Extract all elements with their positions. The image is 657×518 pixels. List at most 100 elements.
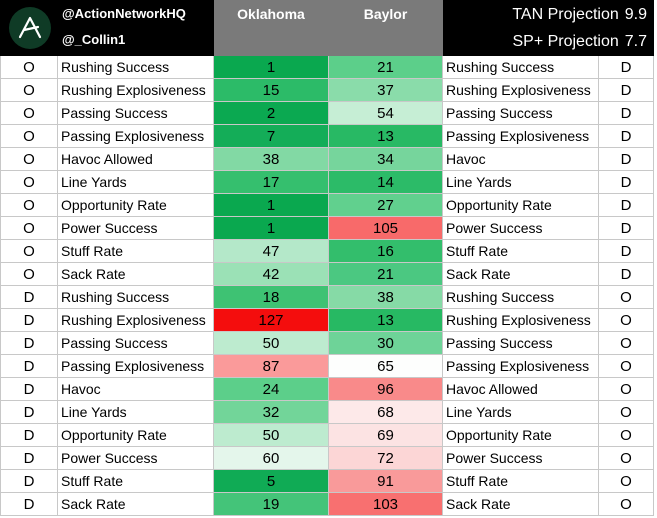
team-a-rank-cell[interactable]: 15	[213, 78, 329, 102]
team-b-rank-cell[interactable]: 69	[328, 423, 443, 447]
a-stat-cell[interactable]: Rushing Explosiveness	[57, 78, 214, 102]
a-side-cell[interactable]: D	[0, 423, 58, 447]
b-stat-cell[interactable]: Sack Rate	[442, 492, 599, 516]
a-stat-cell[interactable]: Stuff Rate	[57, 469, 214, 493]
team-a-rank-cell[interactable]: 47	[213, 239, 329, 263]
b-side-cell[interactable]: O	[598, 446, 654, 470]
a-side-cell[interactable]: D	[0, 492, 58, 516]
team-a-rank-cell[interactable]: 1	[213, 193, 329, 217]
team-b-rank-cell[interactable]: 21	[328, 55, 443, 79]
b-side-cell[interactable]: D	[598, 147, 654, 171]
b-stat-cell[interactable]: Passing Success	[442, 101, 599, 125]
a-side-cell[interactable]: D	[0, 354, 58, 378]
a-side-cell[interactable]: O	[0, 239, 58, 263]
team-b-rank-cell[interactable]: 103	[328, 492, 443, 516]
b-stat-cell[interactable]: Power Success	[442, 216, 599, 240]
a-stat-cell[interactable]: Rushing Success	[57, 55, 214, 79]
a-stat-cell[interactable]: Power Success	[57, 216, 214, 240]
b-side-cell[interactable]: D	[598, 216, 654, 240]
team-b-rank-cell[interactable]: 38	[328, 285, 443, 309]
team-b-rank-cell[interactable]: 21	[328, 262, 443, 286]
team-b-rank-cell[interactable]: 65	[328, 354, 443, 378]
a-stat-cell[interactable]: Passing Success	[57, 331, 214, 355]
a-side-cell[interactable]: D	[0, 331, 58, 355]
b-side-cell[interactable]: O	[598, 377, 654, 401]
b-stat-cell[interactable]: Line Yards	[442, 170, 599, 194]
a-stat-cell[interactable]: Passing Explosiveness	[57, 354, 214, 378]
team-a-rank-cell[interactable]: 87	[213, 354, 329, 378]
team-a-rank-cell[interactable]: 5	[213, 469, 329, 493]
team-a-rank-cell[interactable]: 19	[213, 492, 329, 516]
a-stat-cell[interactable]: Rushing Explosiveness	[57, 308, 214, 332]
a-stat-cell[interactable]: Line Yards	[57, 400, 214, 424]
a-stat-cell[interactable]: Havoc Allowed	[57, 147, 214, 171]
team-b-rank-cell[interactable]: 105	[328, 216, 443, 240]
team-b-rank-cell[interactable]: 91	[328, 469, 443, 493]
team-b-rank-cell[interactable]: 13	[328, 124, 443, 148]
b-side-cell[interactable]: O	[598, 331, 654, 355]
a-side-cell[interactable]: O	[0, 216, 58, 240]
b-stat-cell[interactable]: Stuff Rate	[442, 239, 599, 263]
b-stat-cell[interactable]: Rushing Success	[442, 55, 599, 79]
a-side-cell[interactable]: O	[0, 55, 58, 79]
team-b-rank-cell[interactable]: 30	[328, 331, 443, 355]
b-side-cell[interactable]: O	[598, 400, 654, 424]
b-side-cell[interactable]: D	[598, 239, 654, 263]
a-side-cell[interactable]: O	[0, 193, 58, 217]
b-stat-cell[interactable]: Passing Explosiveness	[442, 354, 599, 378]
a-stat-cell[interactable]: Stuff Rate	[57, 239, 214, 263]
a-side-cell[interactable]: D	[0, 469, 58, 493]
b-side-cell[interactable]: O	[598, 285, 654, 309]
b-stat-cell[interactable]: Rushing Success	[442, 285, 599, 309]
a-stat-cell[interactable]: Havoc	[57, 377, 214, 401]
b-stat-cell[interactable]: Sack Rate	[442, 262, 599, 286]
team-b-rank-cell[interactable]: 72	[328, 446, 443, 470]
b-side-cell[interactable]: D	[598, 124, 654, 148]
team-a-rank-cell[interactable]: 7	[213, 124, 329, 148]
b-stat-cell[interactable]: Rushing Explosiveness	[442, 308, 599, 332]
b-side-cell[interactable]: D	[598, 193, 654, 217]
a-side-cell[interactable]: D	[0, 308, 58, 332]
a-side-cell[interactable]: O	[0, 147, 58, 171]
team-a-rank-cell[interactable]: 24	[213, 377, 329, 401]
a-stat-cell[interactable]: Power Success	[57, 446, 214, 470]
a-stat-cell[interactable]: Sack Rate	[57, 492, 214, 516]
team-a-rank-cell[interactable]: 38	[213, 147, 329, 171]
b-side-cell[interactable]: D	[598, 170, 654, 194]
a-stat-cell[interactable]: Opportunity Rate	[57, 423, 214, 447]
team-a-rank-cell[interactable]: 127	[213, 308, 329, 332]
a-side-cell[interactable]: D	[0, 400, 58, 424]
team-a-rank-cell[interactable]: 50	[213, 423, 329, 447]
b-stat-cell[interactable]: Opportunity Rate	[442, 193, 599, 217]
a-stat-cell[interactable]: Sack Rate	[57, 262, 214, 286]
a-side-cell[interactable]: D	[0, 446, 58, 470]
a-side-cell[interactable]: O	[0, 101, 58, 125]
b-side-cell[interactable]: D	[598, 55, 654, 79]
team-b-rank-cell[interactable]: 14	[328, 170, 443, 194]
team-b-rank-cell[interactable]: 37	[328, 78, 443, 102]
b-stat-cell[interactable]: Stuff Rate	[442, 469, 599, 493]
a-stat-cell[interactable]: Passing Success	[57, 101, 214, 125]
team-a-rank-cell[interactable]: 60	[213, 446, 329, 470]
b-stat-cell[interactable]: Passing Explosiveness	[442, 124, 599, 148]
b-stat-cell[interactable]: Line Yards	[442, 400, 599, 424]
b-stat-cell[interactable]: Passing Success	[442, 331, 599, 355]
b-side-cell[interactable]: D	[598, 101, 654, 125]
b-side-cell[interactable]: D	[598, 78, 654, 102]
a-side-cell[interactable]: O	[0, 262, 58, 286]
b-side-cell[interactable]: O	[598, 492, 654, 516]
team-a-rank-cell[interactable]: 1	[213, 216, 329, 240]
a-side-cell[interactable]: D	[0, 285, 58, 309]
b-side-cell[interactable]: O	[598, 354, 654, 378]
a-stat-cell[interactable]: Opportunity Rate	[57, 193, 214, 217]
b-side-cell[interactable]: D	[598, 262, 654, 286]
team-a-rank-cell[interactable]: 2	[213, 101, 329, 125]
team-b-rank-cell[interactable]: 68	[328, 400, 443, 424]
b-stat-cell[interactable]: Power Success	[442, 446, 599, 470]
team-b-rank-cell[interactable]: 27	[328, 193, 443, 217]
team-a-rank-cell[interactable]: 17	[213, 170, 329, 194]
a-side-cell[interactable]: O	[0, 78, 58, 102]
b-side-cell[interactable]: O	[598, 423, 654, 447]
team-a-rank-cell[interactable]: 18	[213, 285, 329, 309]
team-b-rank-cell[interactable]: 34	[328, 147, 443, 171]
